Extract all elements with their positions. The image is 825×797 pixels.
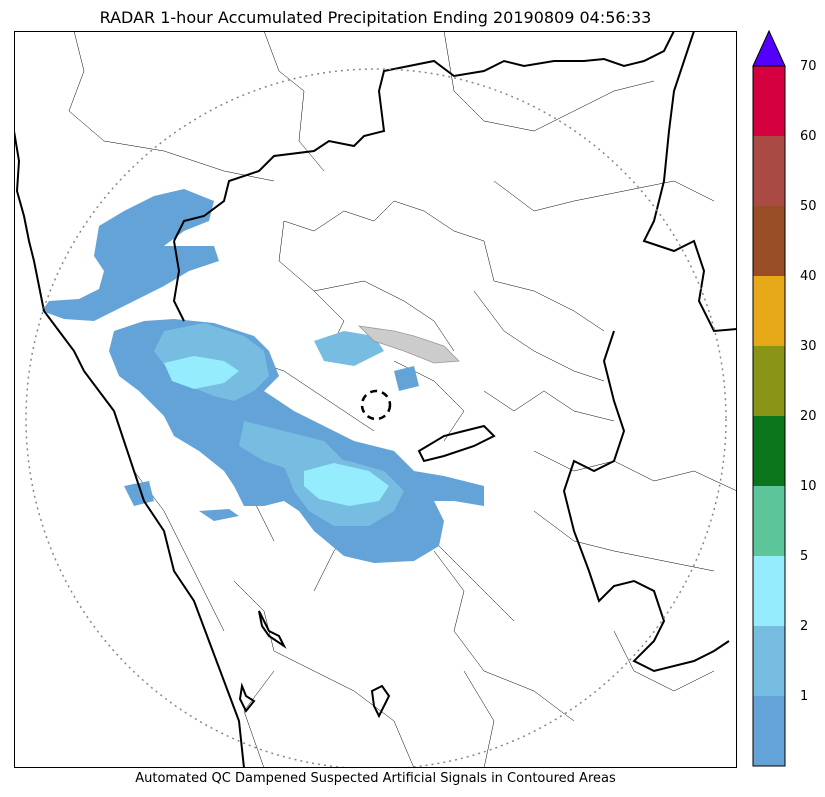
- plot-title: RADAR 1-hour Accumulated Precipitation E…: [99, 8, 652, 27]
- qc-footnote: Automated QC Dampened Suspected Artifici…: [135, 771, 616, 786]
- colorbar-tick-label: 1: [800, 689, 809, 704]
- qc-suspect-areas: [357, 325, 460, 364]
- precipitation-field: [42, 189, 484, 563]
- precip-area-northwest: [42, 189, 219, 321]
- precip-area-north: [314, 331, 384, 366]
- colorbar-cell: [753, 276, 785, 346]
- radar-map: [14, 31, 737, 768]
- colorbar-tick-label: 5: [800, 549, 809, 564]
- colorbar-tick-label: 2: [800, 619, 809, 634]
- colorbar-tick-label: 20: [800, 409, 817, 424]
- radar-range-ring: [25, 68, 727, 768]
- colorbar-cells: [753, 66, 785, 766]
- colorbar-cell: [753, 346, 785, 416]
- colorbar-cell: [753, 416, 785, 486]
- precip-area-southwest: [124, 481, 154, 506]
- precip-area-heavy: [164, 356, 239, 389]
- colorbar-tick-label: 10: [800, 479, 817, 494]
- state-boundaries: [14, 31, 737, 768]
- colorbar-extend-arrow: [752, 29, 786, 67]
- colorbar-cell: [753, 66, 785, 136]
- colorbar-cell: [753, 556, 785, 626]
- radar-site-marker: [360, 389, 392, 421]
- colorbar-tick-label: 50: [800, 199, 817, 214]
- colorbar-cell: [753, 696, 785, 766]
- colorbar-cell: [753, 136, 785, 206]
- colorbar-tick-label: 60: [800, 129, 817, 144]
- precip-area-heavy2: [304, 463, 389, 506]
- colorbar-cell: [753, 206, 785, 276]
- colorbar-cell: [753, 626, 785, 696]
- colorbar-cell: [753, 486, 785, 556]
- colorbar-tick-label: 40: [800, 269, 817, 284]
- colorbar-tick-label: 70: [800, 59, 817, 74]
- precip-area-south: [199, 509, 239, 521]
- precip-area-east: [394, 366, 419, 391]
- colorbar-tick-label: 30: [800, 339, 817, 354]
- colorbar: [752, 29, 786, 767]
